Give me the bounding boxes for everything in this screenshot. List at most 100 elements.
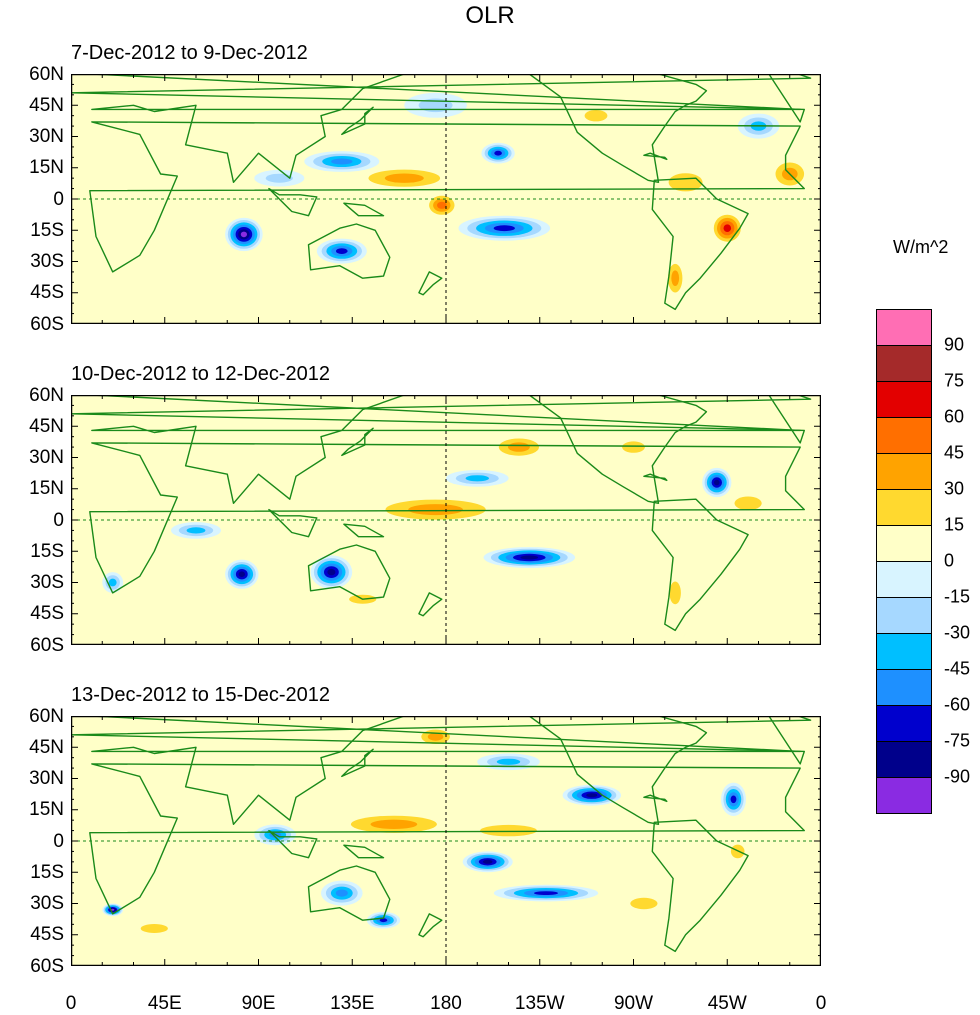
- olr-anomaly-contour: [714, 479, 720, 486]
- legend-label: -90: [944, 766, 971, 787]
- coastline: [643, 794, 668, 803]
- legend-label: 90: [944, 334, 965, 355]
- olr-anomaly-contour: [669, 581, 681, 605]
- olr-anomaly-contour: [336, 248, 348, 255]
- latitude-label: 0: [53, 830, 64, 852]
- map-frame: [71, 395, 821, 645]
- longitude-label: 90E: [241, 993, 276, 1014]
- latitude-label: 30S: [30, 572, 64, 593]
- legend-color-box: [876, 741, 932, 777]
- longitude-label: 135E: [330, 993, 375, 1014]
- longitude-label: 0: [65, 993, 77, 1014]
- panel-2-title: 10-Dec-2012 to 12-Dec-2012: [71, 363, 331, 385]
- coastline: [268, 508, 318, 538]
- longitude-label: 45W: [707, 993, 747, 1014]
- legend-color-box: [876, 669, 932, 705]
- coastline: [343, 202, 385, 217]
- latitude-label: 60S: [30, 313, 64, 335]
- coastline: [307, 865, 391, 921]
- latitude-label: 15N: [29, 799, 64, 821]
- latitude-label: 45N: [29, 415, 64, 437]
- olr-anomaly-contour: [108, 578, 117, 587]
- coastline: [343, 844, 385, 859]
- map-frame: [71, 716, 821, 966]
- latitude-label: 30N: [29, 126, 64, 147]
- latitude-label: 15N: [29, 157, 64, 179]
- legend-color-box: [876, 345, 932, 381]
- legend-color-box: [876, 309, 932, 345]
- coastline: [268, 187, 318, 217]
- map-panel-1-svg: [71, 74, 821, 324]
- legend-label: 45: [944, 442, 965, 463]
- olr-anomaly-contour: [140, 924, 168, 933]
- latitude-label: 60S: [30, 955, 64, 977]
- latitude-label: 45N: [29, 94, 64, 116]
- olr-anomaly-contour: [111, 908, 115, 911]
- coastline: [651, 498, 749, 632]
- coastline: [71, 716, 812, 765]
- olr-anomaly-contour: [730, 795, 737, 804]
- latitude-label: 30S: [30, 251, 64, 272]
- color-legend: [876, 309, 932, 814]
- units-label: W/m^2: [893, 237, 949, 257]
- legend-color-box: [876, 597, 932, 633]
- coastline: [643, 152, 668, 161]
- legend-color-box: [876, 381, 932, 417]
- legend-label: -75: [944, 730, 971, 751]
- olr-anomaly-contour: [584, 110, 608, 122]
- olr-anomaly-contour: [630, 897, 658, 910]
- coastline: [89, 442, 805, 594]
- olr-anomaly-contour: [586, 793, 598, 798]
- coastline: [89, 763, 805, 915]
- coastline: [343, 523, 385, 538]
- olr-anomaly-contour: [238, 571, 245, 577]
- olr-anomaly-contour: [171, 163, 221, 185]
- coastline: [418, 271, 443, 296]
- longitude-label: 180: [430, 993, 462, 1014]
- coastline: [651, 819, 749, 953]
- olr-anomaly-contour: [520, 555, 539, 560]
- latitude-label: 30S: [30, 893, 64, 914]
- olr-anomaly-contour: [671, 270, 680, 286]
- olr-anomaly-contour: [496, 758, 521, 765]
- olr-anomaly-contour: [734, 496, 762, 511]
- latitude-label: 45N: [29, 736, 64, 758]
- coastline: [307, 223, 391, 279]
- olr-anomaly-contour: [240, 231, 247, 238]
- legend-color-box: [876, 633, 932, 669]
- panel-1-title: 7-Dec-2012 to 9-Dec-2012: [71, 42, 308, 64]
- map-panel-2-svg: [71, 395, 821, 645]
- coastline: [470, 395, 708, 505]
- latitude-label: 60N: [29, 63, 64, 85]
- coastline: [91, 395, 801, 505]
- coastline: [341, 106, 374, 136]
- legend-color-box: [876, 525, 932, 561]
- latitude-label: 60N: [29, 384, 64, 406]
- latitude-label: 0: [53, 509, 64, 531]
- latitude-label: 15S: [30, 219, 64, 241]
- olr-anomaly-contour: [622, 441, 645, 453]
- longitude-label: 90W: [613, 993, 654, 1014]
- legend-color-box: [876, 561, 932, 597]
- coastline: [71, 395, 812, 444]
- panel-3-title: 13-Dec-2012 to 15-Dec-2012: [71, 684, 331, 706]
- olr-anomaly-contour: [465, 475, 489, 482]
- latitude-label: 15N: [29, 478, 64, 500]
- legend-label: 0: [944, 550, 955, 571]
- coastline: [418, 592, 443, 617]
- coastline: [643, 473, 668, 482]
- latitude-label: 45S: [30, 282, 64, 304]
- olr-anomaly-contour: [408, 504, 463, 516]
- legend-label: 75: [944, 370, 965, 391]
- legend-label: -45: [944, 658, 971, 679]
- olr-anomaly-contour: [370, 819, 418, 829]
- olr-anomaly-contour: [493, 225, 515, 232]
- legend-color-box: [876, 453, 932, 489]
- coastline: [307, 544, 391, 600]
- legend-color-box: [876, 489, 932, 525]
- coastline: [470, 74, 708, 184]
- legend-color-box: [876, 417, 932, 453]
- coastline: [268, 829, 318, 859]
- map-panel-3-svg: [71, 716, 821, 966]
- legend-label: 60: [944, 406, 965, 427]
